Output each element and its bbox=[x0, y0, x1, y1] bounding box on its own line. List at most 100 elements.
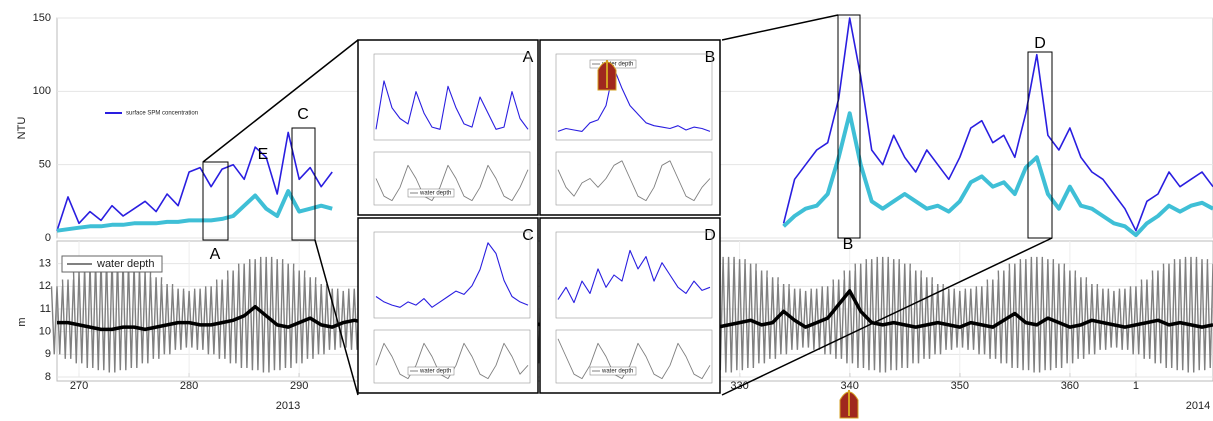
water-depth-cycle bbox=[248, 259, 262, 371]
inset-axes bbox=[373, 151, 531, 206]
water-depth-cycle bbox=[160, 284, 174, 355]
water-depth-cycle bbox=[281, 263, 295, 368]
inset-depth-line bbox=[557, 160, 711, 202]
water-depth-cycle bbox=[149, 277, 163, 359]
x-tick-label: 280 bbox=[180, 380, 198, 392]
water-depth-cycle bbox=[799, 290, 812, 348]
inset-legend-box bbox=[407, 366, 455, 376]
x-tick-label: 350 bbox=[951, 380, 969, 392]
water-depth-cycle bbox=[1184, 256, 1198, 373]
zoom-line bbox=[721, 237, 1053, 396]
water-depth-cycle bbox=[171, 288, 185, 350]
inset-spm-line bbox=[557, 67, 711, 132]
water-depth-cycle bbox=[942, 288, 955, 350]
water-depth-cycle bbox=[931, 284, 944, 355]
annotation: D bbox=[1034, 35, 1046, 52]
y-tick-label: 150 bbox=[33, 12, 51, 24]
zoom-line bbox=[314, 239, 359, 396]
y-tick-label: 8 bbox=[45, 371, 51, 383]
water-depth-cycle bbox=[1096, 288, 1110, 350]
water-depth-cycle bbox=[1107, 290, 1121, 348]
water-depth-cycle bbox=[876, 256, 889, 373]
inset-axes bbox=[555, 231, 713, 319]
water-depth-cycle bbox=[865, 259, 878, 371]
y-tick-label: 50 bbox=[39, 159, 51, 171]
annotation: B bbox=[843, 236, 854, 253]
water-depth-cycle bbox=[810, 288, 823, 350]
water-depth-cycle bbox=[997, 270, 1011, 364]
annotation: C bbox=[297, 106, 309, 123]
water-depth-cycle bbox=[1118, 288, 1132, 350]
water-depth-cycle bbox=[293, 270, 306, 364]
water-depth-cycle bbox=[1041, 259, 1055, 371]
y-tick-label: 10 bbox=[39, 326, 51, 338]
water-depth-cycle bbox=[909, 270, 922, 364]
zoom-line bbox=[721, 14, 839, 41]
water-depth-cycle bbox=[766, 277, 779, 359]
inset-frame bbox=[357, 217, 539, 394]
x-tick-label: 290 bbox=[290, 380, 308, 392]
inset-label: D bbox=[704, 227, 716, 244]
water-depth-cycle bbox=[204, 286, 218, 355]
water-depth-cycle bbox=[821, 286, 834, 355]
water-depth-cycle bbox=[315, 284, 328, 355]
water-depth-cycle bbox=[1030, 256, 1044, 373]
x-tick-label: 270 bbox=[70, 380, 88, 392]
inset-spm-line bbox=[557, 249, 711, 304]
inset-depth-line bbox=[375, 164, 529, 202]
mitre-icon bbox=[839, 390, 859, 419]
water-depth-cycle bbox=[270, 259, 284, 371]
y-tick-label: 11 bbox=[40, 303, 51, 315]
water-depth-cycle bbox=[182, 290, 196, 348]
water-depth-cycle bbox=[1063, 270, 1077, 364]
inset-axes bbox=[373, 329, 531, 384]
inset-frame bbox=[539, 217, 721, 394]
year-label: 2014 bbox=[1186, 400, 1210, 412]
water-depth-cycle bbox=[237, 263, 251, 368]
water-depth-cycle bbox=[215, 279, 229, 359]
inset-label: C bbox=[522, 227, 534, 244]
water-depth-cycle bbox=[832, 279, 845, 359]
y-tick-label: 100 bbox=[33, 85, 51, 97]
water-depth-cycle bbox=[304, 277, 317, 359]
inset-axes bbox=[555, 329, 713, 384]
water-depth-cycle bbox=[887, 259, 900, 371]
inset-depth-line bbox=[557, 338, 711, 380]
year-label: 2013 bbox=[276, 400, 300, 412]
water-depth-cycle bbox=[1151, 270, 1165, 364]
legend-label: surface SPM concentration bbox=[126, 111, 198, 117]
highlight-box bbox=[202, 161, 229, 241]
water-depth-cycle bbox=[1008, 263, 1022, 368]
water-depth-cycle bbox=[1052, 263, 1066, 368]
highlight-box bbox=[1027, 51, 1053, 239]
legend-label: water depth bbox=[96, 258, 154, 270]
inset-legend-label: water depth bbox=[419, 369, 451, 375]
x-tick-label: 360 bbox=[1061, 380, 1079, 392]
inset-legend-box bbox=[407, 188, 455, 198]
y-axis-label: m bbox=[16, 317, 28, 326]
water-depth-cycle bbox=[226, 270, 240, 364]
water-depth-cycle bbox=[744, 263, 757, 368]
water-depth-cycle bbox=[50, 286, 64, 355]
water-depth-cycle bbox=[920, 277, 933, 359]
x-tick-label: 340 bbox=[841, 380, 859, 392]
water-depth-cycle bbox=[898, 263, 911, 368]
water-depth-cycle bbox=[722, 256, 735, 373]
x-tick-label: 1 bbox=[1133, 380, 1139, 392]
water-depth-cycle bbox=[1085, 284, 1099, 355]
y-axis-label: NTU bbox=[16, 117, 28, 140]
water-depth-cycle bbox=[986, 279, 1000, 359]
inset-legend-box bbox=[589, 366, 637, 376]
water-depth-cycle bbox=[1173, 259, 1187, 371]
y-tick-label: 9 bbox=[45, 348, 51, 360]
inset-frame bbox=[357, 39, 539, 216]
inset-axes bbox=[555, 53, 713, 141]
water-depth-cycle bbox=[1162, 263, 1176, 368]
highlight-box bbox=[291, 127, 316, 241]
inset-spm-line bbox=[375, 80, 529, 130]
water-depth-cycle bbox=[1074, 277, 1088, 359]
water-depth-cycle bbox=[854, 263, 867, 368]
